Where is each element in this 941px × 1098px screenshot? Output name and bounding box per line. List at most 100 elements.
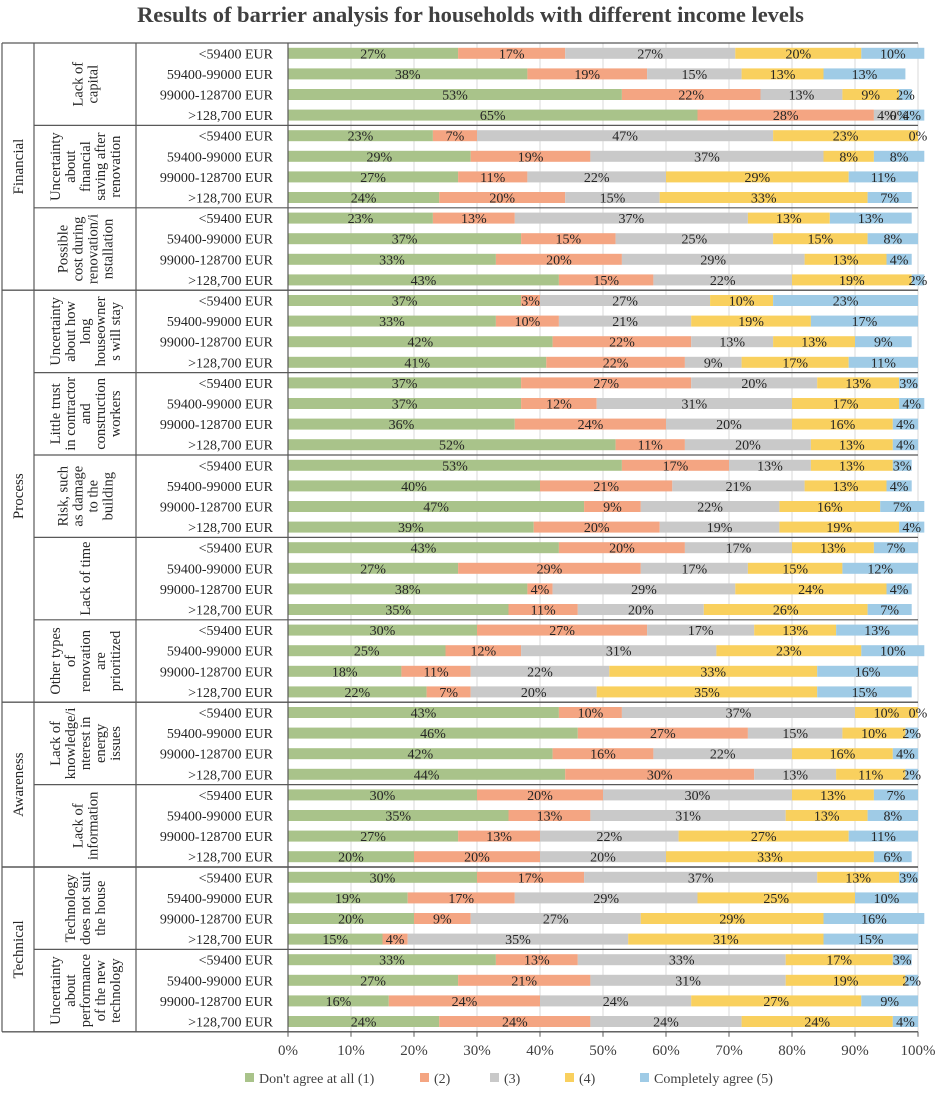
- income-label: <59400 EUR: [199, 130, 274, 145]
- bar-segment: [288, 47, 459, 59]
- bar-segment: [439, 192, 566, 203]
- data-label: 3%: [899, 377, 918, 392]
- data-label: 13%: [852, 68, 878, 83]
- x-tick-label: 30%: [463, 1043, 491, 1059]
- data-label: 11%: [871, 830, 896, 845]
- data-label: 31%: [713, 933, 739, 948]
- bar-segment: [590, 1016, 742, 1027]
- bar-segment: [470, 913, 641, 924]
- bar-segment: [817, 871, 900, 883]
- data-label: 37%: [392, 233, 418, 248]
- data-label: 19%: [839, 274, 865, 289]
- barrier-label: financial: [78, 141, 94, 192]
- bar-segment: [886, 253, 912, 265]
- data-label: 29%: [745, 171, 771, 186]
- bar-segment: [892, 954, 912, 966]
- data-label: 29%: [631, 583, 657, 598]
- income-label: >128,700 EUR: [188, 521, 274, 536]
- bar-segment: [647, 68, 742, 80]
- bar-segment: [414, 913, 471, 924]
- data-label: 33%: [700, 665, 726, 680]
- bar-segment: [697, 892, 855, 904]
- barrier-label: Lack of: [71, 62, 87, 107]
- data-label: 12%: [546, 398, 572, 413]
- data-label: 31%: [675, 974, 701, 989]
- bar-segment: [288, 480, 540, 492]
- bar-segment: [495, 315, 559, 327]
- bar-segment: [873, 542, 918, 554]
- data-label: 4%: [531, 583, 550, 598]
- data-label: 23%: [833, 295, 859, 310]
- bar-segment: [855, 892, 918, 904]
- data-label: 21%: [726, 480, 752, 495]
- bar-segment: [892, 439, 918, 451]
- bar-segment: [697, 109, 874, 121]
- data-label: 19%: [574, 68, 600, 83]
- data-label: 24%: [351, 1016, 377, 1031]
- income-label: 99000-128700 EUR: [160, 830, 274, 845]
- data-label: 11%: [480, 171, 505, 186]
- bar-segment: [288, 109, 698, 121]
- bar-segment: [735, 583, 887, 595]
- data-label: 27%: [751, 830, 777, 845]
- income-label: 99000-128700 EUR: [160, 995, 274, 1010]
- barrier-label: in contractor: [63, 377, 79, 451]
- data-label: 13%: [833, 253, 859, 268]
- bar-segment: [558, 707, 622, 718]
- data-label: 20%: [546, 253, 572, 268]
- data-label: 13%: [820, 789, 846, 804]
- bar-segment: [470, 686, 597, 698]
- data-label: 29%: [537, 562, 563, 577]
- bar-segment: [773, 295, 918, 306]
- data-label: 20%: [338, 913, 364, 928]
- bar-segment: [288, 89, 622, 100]
- data-label: 4%: [902, 398, 921, 413]
- bar-segment: [508, 604, 578, 615]
- data-label: 35%: [385, 604, 411, 619]
- bar-segment: [426, 686, 471, 698]
- data-label: 25%: [682, 233, 708, 248]
- data-label: 27%: [650, 727, 676, 742]
- data-label: 13%: [814, 810, 840, 825]
- bar-segment: [439, 1016, 591, 1027]
- bar-segment: [521, 645, 717, 657]
- income-label: >128,700 EUR: [188, 274, 274, 289]
- barrier-label: about how: [63, 300, 79, 361]
- category-label: Technical: [11, 920, 27, 978]
- data-label: 17%: [448, 892, 474, 907]
- data-label: 20%: [489, 192, 515, 207]
- income-label: 59400-99000 EUR: [167, 892, 274, 907]
- data-label: 13%: [782, 624, 808, 639]
- income-label: <59400 EUR: [199, 377, 274, 392]
- barrier-label: knowledge/i: [63, 708, 79, 780]
- data-label: 16%: [326, 995, 352, 1010]
- data-label: 10%: [880, 645, 906, 660]
- bar-segment: [603, 789, 792, 801]
- data-label: 31%: [675, 810, 701, 825]
- bar-segment: [640, 501, 780, 512]
- data-label: 25%: [763, 892, 789, 907]
- data-label: 13%: [789, 89, 815, 104]
- bar-segment: [861, 47, 925, 59]
- data-label: 27%: [763, 995, 789, 1010]
- data-label: 10%: [861, 727, 887, 742]
- bar-segment: [703, 604, 868, 615]
- income-label: 99000-128700 EUR: [160, 501, 274, 516]
- data-label: 15%: [556, 233, 582, 248]
- data-label: 2%: [902, 768, 921, 783]
- barrier-label: workers: [108, 390, 124, 437]
- bar-segment: [672, 480, 805, 492]
- bar-segment: [773, 336, 855, 348]
- data-label: 4%: [877, 109, 896, 124]
- data-label: 22%: [584, 171, 610, 186]
- data-label: 13%: [845, 377, 871, 392]
- data-label: 24%: [452, 995, 478, 1010]
- data-label: 33%: [751, 192, 777, 207]
- barrier-label: of the new: [93, 959, 109, 1021]
- bar-segment: [823, 68, 906, 80]
- barrier-label: Technology: [63, 873, 79, 942]
- data-label: 27%: [360, 974, 386, 989]
- data-label: 43%: [411, 274, 437, 289]
- bar-segment: [653, 274, 792, 286]
- data-label: 33%: [757, 851, 783, 866]
